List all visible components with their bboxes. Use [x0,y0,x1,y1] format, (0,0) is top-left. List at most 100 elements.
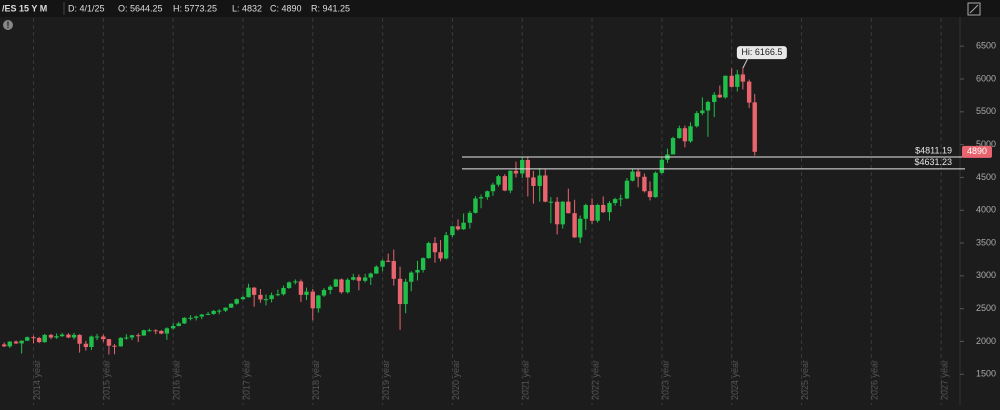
candle-body [705,101,711,111]
candle-body [124,337,129,339]
candle-body [391,261,396,279]
candle-body [717,94,723,98]
candle-body [443,235,449,259]
candle-body [653,172,658,198]
candle-body [170,326,176,329]
x-tick-label: 2014 year [32,360,42,400]
y-tick-label: 3000 [976,270,996,280]
candle-body [490,184,496,192]
candle-body [700,110,705,114]
candle-body [293,281,298,283]
candle-body [607,203,612,213]
candle-body [502,176,507,191]
candle-body [54,336,59,338]
candle-body [36,337,42,343]
candle-body [316,295,321,309]
candle-body [485,191,490,198]
candle-body [543,175,548,202]
header-low: L: 4832 [232,3,262,13]
candle-body [118,337,123,347]
candle-body [682,128,688,142]
candle-body [670,138,676,155]
svg-text:!: ! [7,20,10,30]
candle-body [258,294,263,300]
candle-body [153,330,158,332]
y-tick-label: 5000 [976,139,996,149]
candle-body [508,170,513,191]
candle-body [688,126,693,142]
candle-body [333,279,339,287]
candle-body [42,334,47,343]
candle-body [345,279,350,293]
x-tick-label: 2027 year [940,360,950,400]
candle-body [601,204,606,213]
candle-body [496,176,501,185]
candle-body [19,340,24,344]
y-tick-label: 4000 [976,205,996,215]
candle-body [450,226,455,236]
candle-body [141,330,147,336]
candle-body [269,295,274,300]
candle-body [403,281,408,305]
candle-body [101,336,106,340]
candle-body [374,266,379,274]
candle-body [164,328,170,334]
candle-body [310,291,315,309]
x-tick-label: 2026 year [870,360,880,400]
candle-body [752,102,757,152]
header-close: C: 4890 [270,3,302,13]
candle-body [746,81,752,103]
x-tick-label: 2016 year [172,360,182,400]
candle-body [630,171,635,181]
candle-body [513,170,519,174]
candle-body [420,258,426,270]
candle-body [461,222,466,230]
x-tick-label: 2015 year [102,360,112,400]
candle-body [339,279,344,293]
x-tick-label: 2017 year [241,360,251,400]
y-tick-label: 3500 [976,237,996,247]
candle-body [397,278,403,305]
candle-body [211,310,216,314]
candle-body [723,75,728,98]
candle-body [159,330,164,334]
symbol[interactable]: /ES 15 Y M [2,3,47,13]
candle-body [304,291,309,295]
y-tick-label: 5500 [976,106,996,116]
y-tick-label: 2000 [976,336,996,346]
header-bar [0,0,1000,17]
candle-body [712,94,717,102]
expand-icon[interactable] [967,2,981,16]
header-date: D: 4/1/25 [68,3,105,13]
candle-body [176,323,181,327]
candle-body [234,299,239,304]
alert-icon[interactable]: ! [3,20,13,30]
header-open: O: 5644.25 [118,3,163,13]
candle-body [735,74,740,87]
candle-body [356,277,362,281]
candle-body [432,243,438,253]
candle-body [455,226,461,230]
candle-body [188,317,193,319]
x-tick-label: 2022 year [590,360,600,400]
candle-body [478,197,484,199]
x-tick-label: 2020 year [451,360,461,400]
candle-body [240,297,246,300]
candle-body [589,204,595,221]
candle-body [1,344,7,347]
candle-body [351,277,356,280]
y-tick-label: 4500 [976,172,996,182]
candle-body [740,74,746,82]
candle-body [415,269,420,273]
candle-body [328,286,333,290]
x-tick-label: 2018 year [311,360,321,400]
x-tick-label: 2024 year [730,360,740,400]
header-range: R: 941.25 [311,3,350,13]
candle-body [560,201,565,225]
candle-body [281,287,286,295]
y-tick-label: 1500 [976,369,996,379]
candle-body [618,198,623,200]
candle-body [362,277,368,281]
